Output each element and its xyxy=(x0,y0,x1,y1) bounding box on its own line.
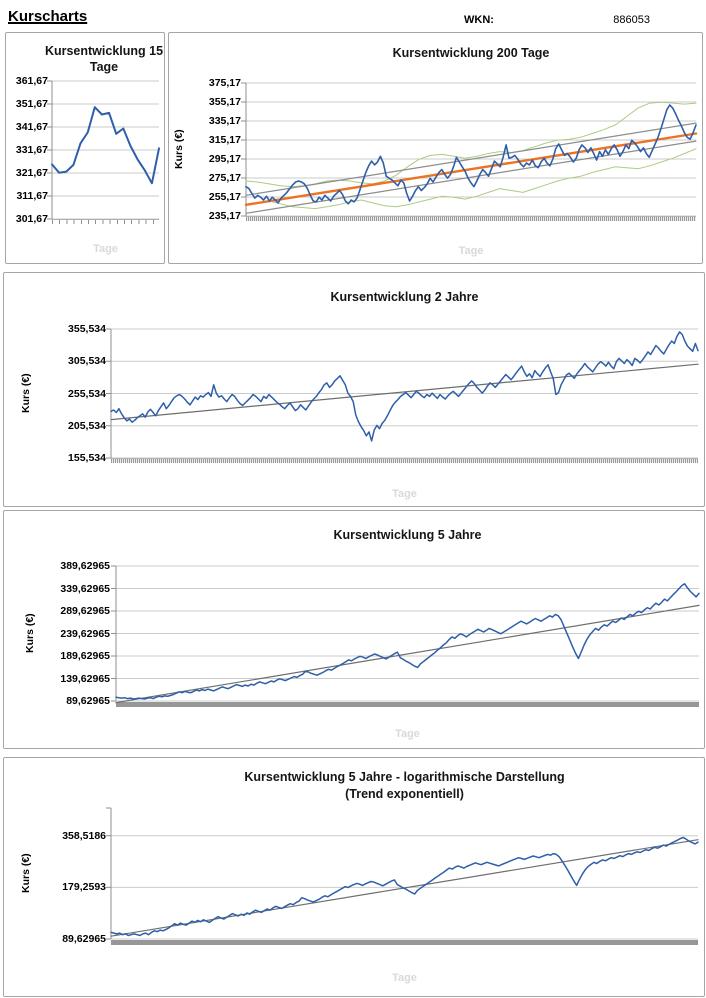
y-tick-label: 389,62965 xyxy=(60,560,110,572)
y-axis-title: Kurs (€) xyxy=(173,129,185,170)
y-tick-label: 301,67 xyxy=(15,213,48,225)
chart-title: Kursentwicklung 200 Tage xyxy=(392,46,550,60)
y-tick-label: 235,17 xyxy=(208,210,241,222)
series-bollinger-oben xyxy=(245,101,697,188)
y-tick-label: 205,534 xyxy=(68,419,106,432)
series-kurs xyxy=(245,104,697,205)
x-axis-label: Tage xyxy=(93,243,118,255)
y-tick-label: 179,2593 xyxy=(62,881,106,894)
y-tick-label: 295,17 xyxy=(208,153,241,165)
y-tick-label: 355,17 xyxy=(208,96,241,108)
y-tick-label: 239,62965 xyxy=(60,627,110,640)
chart-title: Kursentwicklung 5 Jahre xyxy=(333,528,482,542)
y-tick-label: 255,534 xyxy=(68,387,106,400)
series-kurs xyxy=(51,106,160,185)
chart-plot xyxy=(241,82,698,217)
wkn-value: 886053 xyxy=(613,14,650,26)
y-tick-label: 89,62965 xyxy=(62,933,106,945)
y-tick-label: 311,67 xyxy=(16,190,48,202)
series-kurs xyxy=(110,836,699,937)
series-kanal-unten xyxy=(245,140,697,214)
y-tick-label: 321,67 xyxy=(15,167,48,179)
x-axis-label: Tage xyxy=(392,488,417,500)
panel-kursentwicklung-200-tage: Kursentwicklung 200 Tage Kurs (€) Tage 3… xyxy=(168,32,703,264)
y-tick-label: 89,62965 xyxy=(66,695,110,707)
series-kurs xyxy=(110,331,699,442)
chart-plot xyxy=(106,807,699,940)
chart-subtitle: (Trend exponentiell) xyxy=(345,787,464,801)
y-tick-label: 358,5186 xyxy=(62,829,106,842)
y-tick-label: 255,17 xyxy=(208,191,241,203)
series-trend xyxy=(244,132,698,207)
x-axis xyxy=(111,940,698,945)
chart-plot xyxy=(47,80,160,220)
y-tick-label: 305,534 xyxy=(68,355,106,368)
y-tick-label: 361,67 xyxy=(15,75,48,87)
y-tick-label: 331,67 xyxy=(15,144,48,156)
y-axis-title: Kurs (€) xyxy=(20,373,32,414)
x-axis-label: Tage xyxy=(392,972,417,984)
series-trend xyxy=(115,604,700,704)
y-tick-label: 189,62965 xyxy=(60,650,110,662)
y-tick-label: 139,62965 xyxy=(60,672,110,685)
page-title: Kurscharts xyxy=(8,8,88,25)
chart-title: Kursentwicklung 5 Jahre - logarithmische… xyxy=(244,770,565,784)
y-tick-label: 341,67 xyxy=(15,121,48,133)
y-tick-label: 355,534 xyxy=(68,323,106,335)
panel-kursentwicklung-5-jahre: Kursentwicklung 5 Jahre Kurs (€) Tage 38… xyxy=(3,510,705,749)
x-axis-label: Tage xyxy=(395,728,420,740)
y-tick-label: 339,62965 xyxy=(60,582,110,595)
series-kurs xyxy=(115,583,700,700)
panel-kursentwicklung-15-tage: Kursentwicklung 15 Tage Tage 361,67 351,6… xyxy=(5,32,165,264)
y-tick-label: 351,67 xyxy=(15,98,48,110)
y-axis-title: Kurs (€) xyxy=(24,613,36,654)
y-tick-label: 289,62965 xyxy=(60,605,110,617)
chart-title: Kursentwicklung 2 Jahre xyxy=(330,290,479,304)
chart-plot xyxy=(111,565,700,704)
series-trend xyxy=(110,363,699,421)
y-axis-title: Kurs (€) xyxy=(20,853,32,894)
x-axis-label: Tage xyxy=(458,245,484,257)
y-tick-label: 335,17 xyxy=(208,115,241,127)
y-tick-label: 275,17 xyxy=(208,172,241,184)
y-tick-label: 155,534 xyxy=(68,452,106,464)
series-bollinger-unten xyxy=(245,148,697,210)
series-kanal-oben xyxy=(245,122,697,196)
panel-kursentwicklung-2-jahre: Kursentwicklung 2 Jahre Kurs (€) Tage 35… xyxy=(3,272,705,507)
chart-title: Kursentwicklung 15 Tage xyxy=(44,44,164,75)
chart-plot xyxy=(106,328,699,459)
wkn-label: WKN: xyxy=(464,14,494,26)
y-tick-label: 315,17 xyxy=(208,134,241,146)
y-tick-label: 375,17 xyxy=(208,77,241,89)
x-axis xyxy=(116,702,699,707)
panel-kursentwicklung-5-jahre-log: Kursentwicklung 5 Jahre - logarithmische… xyxy=(3,757,705,997)
